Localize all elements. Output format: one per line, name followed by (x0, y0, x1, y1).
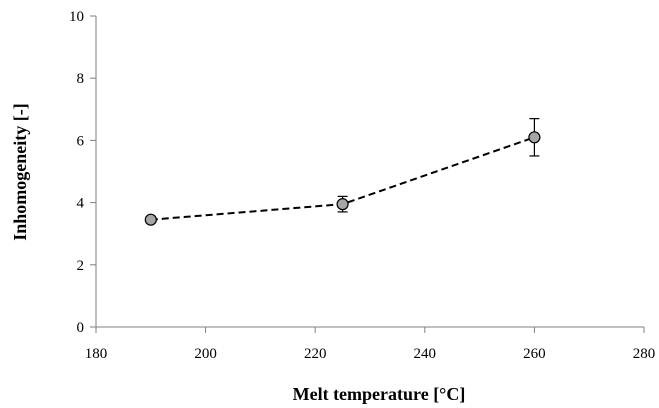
data-point (336, 198, 349, 211)
data-point (528, 131, 541, 144)
x-axis-title: Melt temperature [°C] (293, 384, 466, 404)
y-tick-label: 4 (77, 196, 85, 212)
y-axis-title: Inhomogeneity [-] (10, 103, 30, 241)
x-tick-label: 200 (194, 346, 217, 362)
y-tick-label: 6 (77, 133, 85, 149)
data-point (144, 213, 157, 226)
y-tick-label: 2 (77, 258, 85, 274)
y-tick-label: 8 (77, 71, 85, 87)
x-tick-label: 180 (85, 346, 108, 362)
y-axis-ticks: 0 2 4 6 8 10 (69, 9, 96, 336)
y-tick-label: 10 (69, 9, 84, 25)
x-tick-label: 260 (523, 346, 546, 362)
x-axis-ticks: 180 200 220 240 260 280 (85, 327, 656, 362)
x-tick-label: 280 (633, 346, 656, 362)
x-tick-label: 240 (414, 346, 437, 362)
data-points (144, 131, 541, 226)
x-tick-label: 220 (304, 346, 327, 362)
y-tick-label: 0 (77, 320, 85, 336)
